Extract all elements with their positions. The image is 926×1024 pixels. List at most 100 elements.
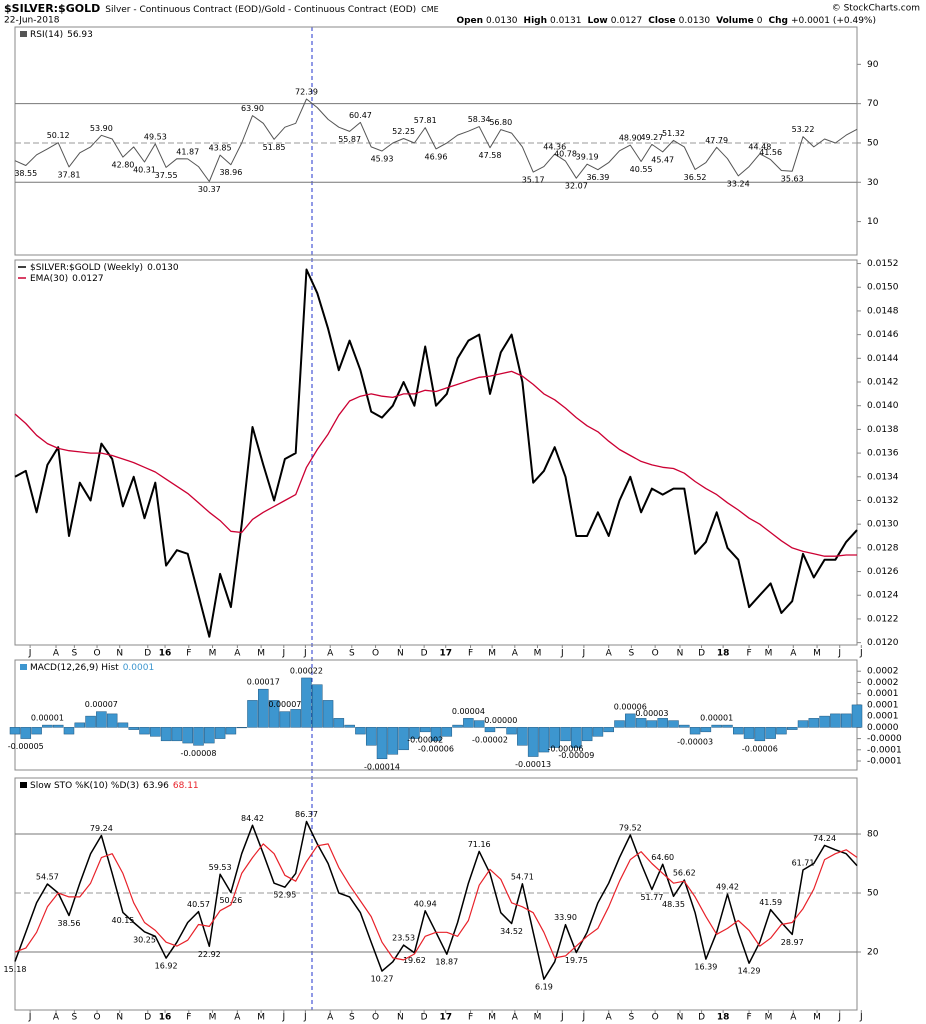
data-label: 30.25: [133, 935, 156, 944]
y-tick-label: 0.0144: [867, 354, 899, 364]
x-tick-label: M: [209, 1013, 217, 1023]
histogram-bar: [247, 700, 258, 728]
histogram-bar: [387, 727, 399, 755]
histogram-bar: [851, 704, 863, 728]
histogram-bar: [85, 715, 96, 728]
credit: © StockCharts.com: [832, 4, 920, 14]
data-label: 57.81: [414, 116, 437, 125]
data-label: 36.52: [684, 173, 707, 182]
data-label: 43.85: [209, 144, 232, 153]
data-label: -0.00006: [742, 744, 778, 753]
data-label: 0.00001: [700, 714, 733, 723]
quote-value: 0.0127: [611, 16, 643, 26]
y-tick-label: 0.0128: [867, 543, 899, 553]
y-tick-label: 90: [867, 60, 879, 70]
histogram-bar: [560, 727, 571, 742]
data-label: 39.19: [576, 153, 599, 162]
histogram-bar: [592, 727, 604, 737]
histogram-bar: [117, 722, 129, 728]
x-tick-label: A: [234, 1013, 241, 1023]
data-label: -0.00006: [418, 744, 454, 753]
histogram-bar: [182, 727, 193, 744]
x-tick-label: M: [765, 649, 773, 659]
legend: $SILVER:$GOLD (Weekly) 0.0130: [30, 263, 179, 273]
data-label: 45.47: [651, 155, 674, 164]
histogram-bar: [581, 727, 593, 742]
x-tick-label: A: [234, 649, 241, 659]
x-tick-label: 17: [439, 1013, 452, 1023]
data-label: 30.37: [198, 185, 221, 194]
data-label: 51.32: [662, 129, 685, 138]
data-label: 60.47: [349, 111, 372, 120]
data-label: 58.34: [468, 115, 491, 124]
data-label: 79.24: [90, 824, 113, 833]
x-tick-label: A: [512, 1013, 519, 1023]
legend-icon: [20, 664, 27, 670]
x-tick-label: N: [116, 649, 123, 659]
x-tick-label: D: [421, 649, 428, 659]
series-line: [14, 268, 858, 638]
data-label: 49.53: [144, 132, 167, 141]
data-label: 71.16: [468, 840, 491, 849]
histogram-bar: [290, 709, 301, 728]
data-label: 44.48: [748, 142, 771, 151]
data-label: 42.80: [111, 161, 134, 170]
data-label: 48.90: [619, 134, 642, 143]
data-label: 55.87: [338, 135, 361, 144]
histogram-bar: [9, 727, 21, 735]
data-label: 40.57: [187, 900, 210, 909]
data-label: 0.00007: [85, 700, 118, 709]
data-label: 63.90: [241, 104, 264, 113]
data-label: 16.92: [155, 962, 178, 971]
histogram-bar: [614, 720, 625, 728]
header-line: $SILVER:$GOLD Silver - Continuous Contrac…: [4, 2, 439, 15]
data-label: 0.00007: [268, 700, 301, 709]
data-label: 37.81: [58, 170, 81, 179]
y-tick-label: 0.0136: [867, 449, 899, 459]
histogram-bar: [204, 727, 215, 744]
histogram-bar: [808, 718, 820, 728]
histogram-bar: [473, 720, 485, 728]
data-label: 40.31: [133, 166, 156, 175]
histogram-bar: [657, 718, 668, 728]
data-label: 47.79: [705, 136, 728, 145]
data-label: 10.27: [371, 975, 394, 984]
histogram-bar: [430, 727, 442, 742]
quote-label: High: [524, 16, 547, 26]
data-label: 0.00003: [635, 709, 668, 718]
histogram-bar: [236, 727, 247, 729]
histogram-bar: [819, 715, 830, 728]
x-tick-label: J: [560, 649, 564, 659]
x-tick-label: J: [560, 1013, 564, 1023]
y-tick-label: 0.0122: [867, 614, 899, 624]
x-tick-label: J: [582, 649, 586, 659]
x-tick-label: A: [327, 649, 334, 659]
data-label: -0.00008: [181, 749, 217, 758]
quote-value: 0: [757, 16, 763, 26]
histogram-bar: [365, 727, 377, 746]
y-tick-label: 80: [867, 830, 879, 840]
histogram-bar: [452, 724, 463, 728]
histogram-bar: [96, 711, 107, 728]
data-label: 0.00017: [247, 678, 280, 687]
data-label: 18.87: [435, 958, 458, 967]
data-label: 40.15: [111, 916, 134, 925]
x-tick-label: 18: [717, 1013, 730, 1023]
x-tick-label: O: [93, 1013, 100, 1023]
x-tick-label: S: [72, 649, 78, 659]
x-tick-label: A: [53, 1013, 60, 1023]
y-tick-label: 0.0152: [867, 259, 899, 269]
histogram-bar: [279, 711, 291, 728]
legend-icon: [20, 31, 27, 37]
quote-value: 0.0131: [550, 16, 582, 26]
x-tick-label: N: [397, 649, 404, 659]
data-label: 0.00006: [614, 702, 647, 711]
x-tick-label: S: [349, 649, 355, 659]
y-tick-label: 0.0148: [867, 306, 899, 316]
histogram-bar: [700, 727, 712, 733]
histogram-bar: [193, 727, 204, 746]
histogram-bar: [776, 727, 787, 735]
histogram-bar: [301, 677, 312, 728]
histogram-bar: [506, 727, 517, 735]
x-tick-label: A: [790, 1013, 797, 1023]
